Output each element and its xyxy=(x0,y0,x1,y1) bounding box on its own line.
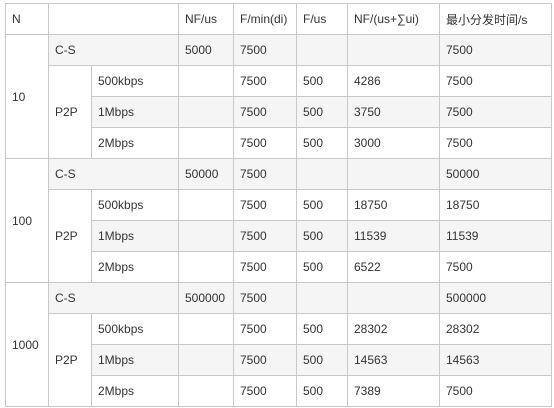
f-min-di-cell: 7500 xyxy=(233,158,297,190)
f-us-cell: 500 xyxy=(296,313,348,345)
nf-sum-cell: 3000 xyxy=(347,127,440,159)
nf-sum-cell: 11539 xyxy=(347,220,440,252)
nf-us-cell xyxy=(178,65,234,97)
f-us-cell: 500 xyxy=(296,189,348,221)
nf-us-cell xyxy=(178,127,234,159)
min-time-cell: 7500 xyxy=(439,34,552,66)
f-us-cell xyxy=(296,282,348,314)
nf-sum-cell: 18750 xyxy=(347,189,440,221)
nf-us-cell: 500000 xyxy=(178,282,234,314)
nf-us-cell xyxy=(178,220,234,252)
nf-us-cell xyxy=(178,344,234,376)
header-min-time: 最小分发时间/s xyxy=(439,3,552,35)
f-us-cell: 500 xyxy=(296,96,348,128)
nf-us-cell xyxy=(178,96,234,128)
nf-us-cell xyxy=(178,251,234,283)
f-us-cell: 500 xyxy=(296,65,348,97)
header-nf-sum: NF/(us+∑ui) xyxy=(347,3,440,35)
n-value-cell: 1000 xyxy=(5,282,49,407)
nf-sum-cell: 6522 xyxy=(347,251,440,283)
nf-sum-cell: 14563 xyxy=(347,344,440,376)
cs-row: 100 C-S 50000 7500 50000 xyxy=(5,158,552,283)
f-us-cell: 500 xyxy=(296,127,348,159)
min-time-cell: 18750 xyxy=(439,189,552,221)
p2p-row: 2Mbps 7500 500 6522 7500 xyxy=(6,251,552,283)
f-min-di-cell: 7500 xyxy=(233,189,297,221)
f-us-cell xyxy=(296,158,348,190)
min-time-cell: 500000 xyxy=(439,282,552,314)
nf-sum-cell: 4286 xyxy=(347,65,440,97)
min-time-cell: 50000 xyxy=(439,158,552,190)
f-min-di-cell: 7500 xyxy=(233,127,297,159)
upload-rate-cell: 1Mbps xyxy=(91,220,179,252)
nf-sum-cell: 7389 xyxy=(347,375,440,407)
f-us-cell: 500 xyxy=(296,375,348,407)
mode-cs-cell: C-S xyxy=(48,34,179,66)
upload-rate-cell: 1Mbps xyxy=(91,96,179,128)
nf-sum-cell: 28302 xyxy=(347,313,440,345)
header-type xyxy=(48,3,179,35)
f-min-di-cell: 7500 xyxy=(233,282,297,314)
nf-sum-cell xyxy=(347,158,440,190)
cs-row: 1000 C-S 500000 7500 500000 xyxy=(5,282,552,407)
upload-rate-cell: 500kbps xyxy=(91,65,179,97)
f-min-di-cell: 7500 xyxy=(233,313,297,345)
nf-us-cell xyxy=(178,189,234,221)
p2p-row: 2Mbps 7500 500 7389 7500 xyxy=(6,375,552,407)
f-min-di-cell: 7500 xyxy=(233,344,297,376)
p2p-row: 1Mbps 7500 500 14563 14563 xyxy=(6,344,552,376)
distribution-time-table: N NF/us F/min(di) F/us NF/(us+∑ui) 最小分发时… xyxy=(5,3,552,407)
nf-us-cell xyxy=(178,313,234,345)
f-us-cell: 500 xyxy=(296,251,348,283)
header-nf-us: NF/us xyxy=(178,3,234,35)
cs-row: 10 C-S 5000 7500 7500 xyxy=(5,34,552,159)
nf-sum-cell: 3750 xyxy=(347,96,440,128)
upload-rate-cell: 2Mbps xyxy=(91,127,179,159)
mode-p2p-cell: P2P xyxy=(48,189,92,283)
p2p-row: P2P 500kbps 7500 500 4286 7500 xyxy=(6,65,552,159)
nf-sum-cell xyxy=(347,34,440,66)
f-us-cell: 500 xyxy=(296,220,348,252)
min-time-cell: 7500 xyxy=(439,375,552,407)
upload-rate-cell: 2Mbps xyxy=(91,251,179,283)
upload-rate-cell: 500kbps xyxy=(91,313,179,345)
upload-rate-cell: 1Mbps xyxy=(91,344,179,376)
f-min-di-cell: 7500 xyxy=(233,375,297,407)
min-time-cell: 7500 xyxy=(439,65,552,97)
nf-sum-cell xyxy=(347,282,440,314)
upload-rate-cell: 2Mbps xyxy=(91,375,179,407)
f-us-cell: 500 xyxy=(296,344,348,376)
min-time-cell: 11539 xyxy=(439,220,552,252)
min-time-cell: 14563 xyxy=(439,344,552,376)
mode-p2p-cell: P2P xyxy=(48,65,92,159)
min-time-cell: 7500 xyxy=(439,251,552,283)
min-time-cell: 7500 xyxy=(439,96,552,128)
header-f-min-di: F/min(di) xyxy=(233,3,297,35)
nf-us-cell: 50000 xyxy=(178,158,234,190)
min-time-cell: 28302 xyxy=(439,313,552,345)
n-value-cell: 10 xyxy=(5,34,49,159)
header-n: N xyxy=(5,3,49,35)
mode-cs-cell: C-S xyxy=(48,158,179,190)
f-min-di-cell: 7500 xyxy=(233,220,297,252)
header-row: N NF/us F/min(di) F/us NF/(us+∑ui) 最小分发时… xyxy=(5,3,552,35)
f-us-cell xyxy=(296,34,348,66)
p2p-row: P2P 500kbps 7500 500 28302 28302 xyxy=(6,313,552,407)
p2p-row: P2P 500kbps 7500 500 18750 18750 xyxy=(6,189,552,283)
p2p-row: 2Mbps 7500 500 3000 7500 xyxy=(6,127,552,159)
nf-us-cell: 5000 xyxy=(178,34,234,66)
f-min-di-cell: 7500 xyxy=(233,34,297,66)
p2p-row: 1Mbps 7500 500 3750 7500 xyxy=(6,96,552,128)
p2p-row: 1Mbps 7500 500 11539 11539 xyxy=(6,220,552,252)
f-min-di-cell: 7500 xyxy=(233,65,297,97)
upload-rate-cell: 500kbps xyxy=(91,189,179,221)
nf-us-cell xyxy=(178,375,234,407)
n-value-cell: 100 xyxy=(5,158,49,283)
min-time-cell: 7500 xyxy=(439,127,552,159)
mode-p2p-cell: P2P xyxy=(48,313,92,407)
header-f-us: F/us xyxy=(296,3,348,35)
f-min-di-cell: 7500 xyxy=(233,251,297,283)
mode-cs-cell: C-S xyxy=(48,282,179,314)
f-min-di-cell: 7500 xyxy=(233,96,297,128)
